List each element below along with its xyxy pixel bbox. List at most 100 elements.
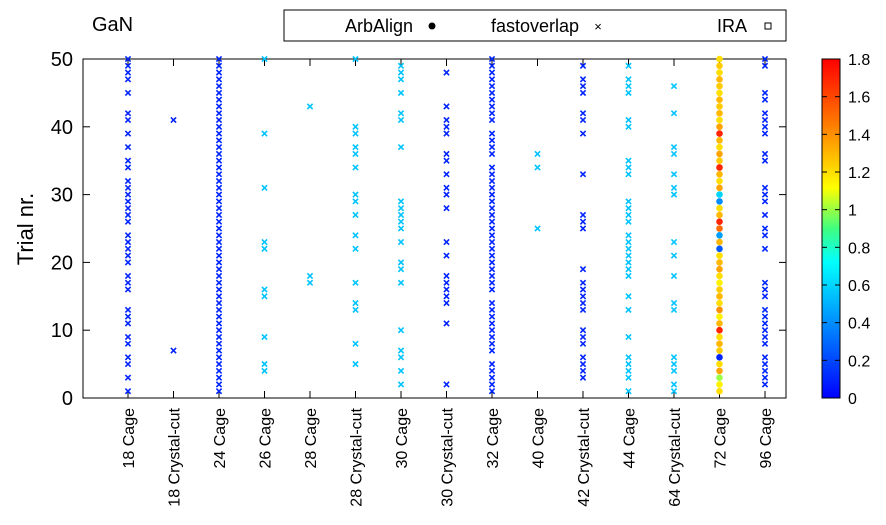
fastoverlap-point [443,150,450,158]
x-tick-label: 18 Cage [121,408,138,469]
fastoverlap-point [579,211,587,219]
arbalign-point [716,96,723,103]
arbalign-point [716,123,723,131]
fastoverlap-point [443,272,450,280]
fastoverlap-point [488,116,496,124]
arbalign-point [716,354,723,361]
fastoverlap-point [488,137,496,144]
fastoverlap-point [488,360,496,368]
fastoverlap-point [124,320,132,327]
fastoverlap-point [124,143,132,151]
fastoverlap-point [215,286,223,293]
fastoverlap-point [625,245,632,253]
fastoverlap-point [579,218,587,225]
arbalign-point [716,157,723,164]
fastoverlap-point [488,150,496,158]
y-tick-label: 50 [51,49,73,71]
x-tick-label: 28 Crystal-cut [349,407,366,506]
fastoverlap-point [215,103,223,110]
fastoverlap-point [170,116,177,124]
fastoverlap-point [215,157,223,164]
fastoverlap-point [488,272,496,280]
arbalign-point [716,55,723,63]
fastoverlap-point [579,327,587,334]
fastoverlap-point [352,340,359,347]
colorbar-tick-label: 1.6 [848,90,870,107]
fastoverlap-point [761,381,769,388]
fastoverlap-point [443,204,450,212]
fastoverlap-point [488,171,496,178]
fastoverlap-point [761,150,769,158]
fastoverlap-point [397,367,405,375]
arbalign-point [716,306,723,314]
arbalign-point [716,225,723,232]
fastoverlap-point [443,191,450,198]
fastoverlap-point [215,327,223,334]
fastoverlap-point [625,367,632,375]
fastoverlap-point [124,232,132,239]
fastoverlap-point [215,110,223,117]
fastoverlap-point [488,259,496,266]
legend-marker-arbalign [428,22,436,30]
fastoverlap-point [625,374,632,381]
legend-label-ira: IRA [717,16,747,36]
fastoverlap-point [761,198,769,205]
fastoverlap-point [215,211,223,219]
fastoverlap-point [670,110,678,117]
fastoverlap-point [352,279,359,286]
arbalign-point [716,218,723,226]
arbalign-point [716,245,723,253]
arbalign-point [716,293,723,300]
fastoverlap-point [443,184,450,191]
fastoverlap-point [579,62,587,69]
fastoverlap-point [261,360,268,368]
fastoverlap-point [488,198,496,205]
arbalign-point [716,272,723,280]
fastoverlap-point [215,238,223,246]
x-tick-label: 44 Cage [622,408,639,469]
fastoverlap-point [215,245,223,253]
fastoverlap-point [579,225,587,232]
fastoverlap-point [670,360,678,368]
fastoverlap-point [761,340,769,347]
fastoverlap-point [124,259,132,266]
fastoverlap-point [397,110,405,117]
fastoverlap-point [534,164,541,171]
fastoverlap-point [488,340,496,347]
arbalign-point [716,360,723,368]
fastoverlap-point [761,374,769,381]
fastoverlap-point [261,333,268,341]
fastoverlap-point [215,76,223,83]
y-tick-label: 30 [51,185,73,207]
fastoverlap-point [488,164,496,171]
fastoverlap-point [443,299,450,307]
arbalign-point [716,326,723,334]
fastoverlap-point [397,238,405,246]
legend-marker-ira [764,22,772,30]
fastoverlap-point [761,333,769,341]
arbalign-point [716,170,723,178]
fastoverlap-point [352,306,359,314]
fastoverlap-point [352,191,359,198]
plot-area [82,58,787,399]
fastoverlap-point [761,360,769,368]
fastoverlap-point [670,191,678,198]
fastoverlap-point [761,123,769,130]
fastoverlap-point [352,55,359,63]
fastoverlap-point [124,204,132,212]
fastoverlap-point [170,347,177,354]
fastoverlap-point [215,55,223,63]
fastoverlap-point [215,184,223,191]
fastoverlap-point [352,123,359,130]
fastoverlap-point [579,306,587,314]
fastoverlap-point [397,116,405,124]
fastoverlap-point [215,333,223,341]
fastoverlap-point [215,367,223,375]
fastoverlap-point [443,320,450,327]
fastoverlap-point [215,259,223,266]
arbalign-point [716,164,723,171]
fastoverlap-point [443,123,450,130]
fastoverlap-point [670,272,678,280]
fastoverlap-point [670,82,678,90]
arbalign-point [716,130,723,137]
